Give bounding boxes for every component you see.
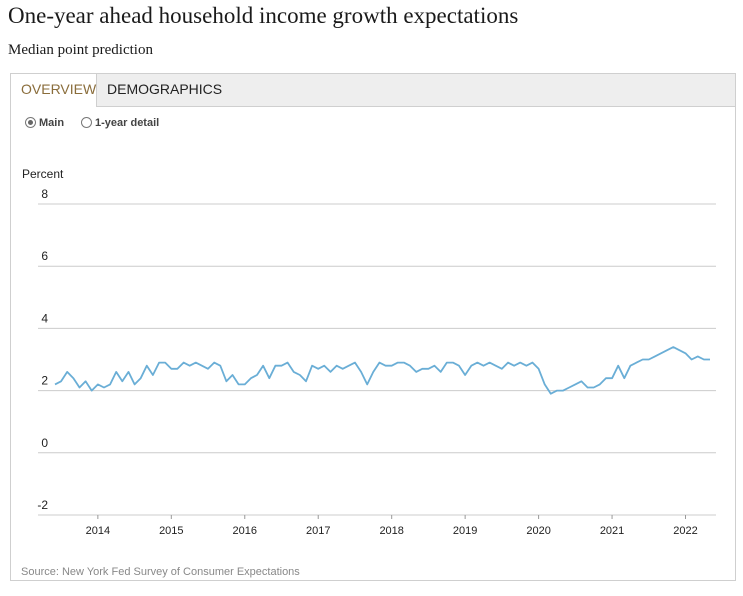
y-tick-label: 0: [41, 436, 48, 450]
radio-checked-icon[interactable]: [25, 117, 36, 128]
series-line: [54, 346, 710, 395]
tab-bar: OVERVIEW DEMOGRAPHICS: [11, 74, 735, 107]
x-tick-label: 2015: [159, 525, 183, 537]
source-note: Source: New York Fed Survey of Consumer …: [21, 566, 300, 578]
y-tick-label: 8: [41, 187, 48, 201]
y-tick-label: 6: [41, 249, 48, 263]
radio-1-year-detail-label: 1-year detail: [95, 117, 160, 129]
x-tick-label: 2019: [453, 525, 477, 537]
radio-unchecked-icon[interactable]: [81, 117, 92, 128]
x-tick-label: 2022: [673, 525, 697, 537]
radio-1-year-detail[interactable]: 1-year detail: [81, 117, 159, 133]
y-axis-label: Percent: [22, 167, 64, 181]
chart-panel: OVERVIEW DEMOGRAPHICS Main 1-year detail…: [10, 73, 736, 581]
line-chart: Percent -2 0 2 4 6 8 2014 2015 2016 2017 2018 2019…: [22, 167, 716, 537]
tab-demographics[interactable]: DEMOGRAPHICS: [107, 81, 223, 97]
gridlines: [38, 203, 716, 516]
x-tick-labels: 2014 2015 2016 2017 2018 2019 2020 2021 2022: [86, 515, 698, 537]
radio-main[interactable]: Main: [25, 117, 64, 133]
y-tick-label: -2: [37, 498, 48, 512]
x-tick-label: 2018: [379, 525, 403, 537]
x-tick-label: 2017: [306, 525, 330, 537]
x-tick-label: 2014: [86, 525, 110, 537]
tab-overview[interactable]: OVERVIEW: [11, 74, 97, 107]
radio-main-label: Main: [39, 117, 65, 129]
page-subtitle: Median point prediction: [8, 42, 153, 58]
x-tick-label: 2020: [526, 525, 550, 537]
y-tick-label: 4: [41, 311, 48, 325]
page-title: One-year ahead household income growth e…: [8, 3, 519, 28]
x-tick-label: 2021: [600, 525, 624, 537]
y-tick-labels: -2 0 2 4 6 8: [37, 187, 48, 512]
y-tick-label: 2: [41, 374, 48, 388]
x-tick-label: 2016: [233, 525, 257, 537]
